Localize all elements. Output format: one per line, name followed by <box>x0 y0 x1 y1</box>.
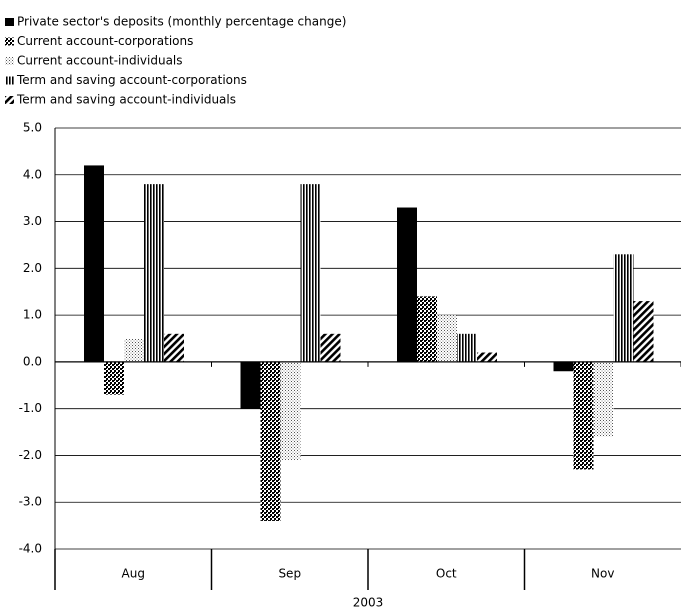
x-tick-label: Oct <box>436 567 457 581</box>
bar <box>280 361 301 461</box>
bar <box>593 361 614 437</box>
bar <box>104 361 124 395</box>
bar <box>144 184 164 362</box>
bar <box>477 352 497 362</box>
bar <box>553 361 574 372</box>
x-tick-label: Aug <box>122 567 145 581</box>
legend-label: Private sector's deposits (monthly perce… <box>17 15 346 29</box>
y-tick-label: 3.0 <box>23 214 42 228</box>
bar <box>124 338 144 362</box>
bar <box>240 361 261 409</box>
y-tick-label: 0.0 <box>23 354 42 368</box>
legend-swatch <box>5 18 14 26</box>
bar <box>633 301 654 362</box>
y-tick-label: 1.0 <box>23 308 42 322</box>
y-tick-label: -4.0 <box>19 542 42 556</box>
bar <box>613 254 634 362</box>
x-tick-label: Sep <box>278 567 301 581</box>
legend-swatch <box>5 37 14 46</box>
legend-swatch <box>5 57 14 65</box>
y-tick-label: 2.0 <box>23 261 42 275</box>
bar <box>300 184 321 362</box>
y-tick-label: 5.0 <box>23 121 42 135</box>
group-label: 2003 <box>353 596 384 608</box>
bar <box>457 333 477 362</box>
y-tick-label: -2.0 <box>19 448 42 462</box>
bar <box>84 165 104 362</box>
y-tick-label: -3.0 <box>19 495 42 509</box>
bar <box>320 333 341 362</box>
bar <box>437 315 457 362</box>
legend-swatch <box>5 76 14 85</box>
bar <box>417 296 437 362</box>
bar <box>164 333 184 362</box>
y-tick-label: -1.0 <box>19 401 42 415</box>
legend-label: Current account-individuals <box>17 54 183 68</box>
bar <box>260 361 281 521</box>
x-tick-label: Nov <box>591 567 614 581</box>
legend-label: Term and saving account-individuals <box>16 93 236 107</box>
legend-label: Current account-corporations <box>17 34 193 48</box>
bar <box>397 207 417 362</box>
legend-swatch <box>5 96 14 104</box>
y-tick-label: 4.0 <box>23 167 42 181</box>
legend-label: Term and saving account-corporations <box>16 73 247 87</box>
bar <box>573 361 594 470</box>
